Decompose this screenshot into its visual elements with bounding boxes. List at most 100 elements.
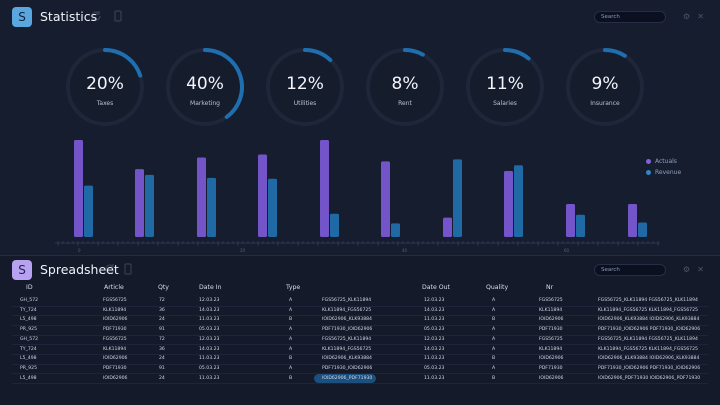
table-cell[interactable]: 05.03.23 [424, 327, 445, 333]
column-header-date-out[interactable]: Date Out [422, 284, 450, 291]
table-cell[interactable]: 11.03.23 [424, 375, 445, 381]
table-cell[interactable]: 11.03.23 [199, 375, 220, 381]
table-cell[interactable]: IOID62906_PDF71930 [322, 375, 373, 381]
column-header-id[interactable]: ID [26, 284, 33, 291]
table-cell[interactable]: IOID62906 [103, 356, 128, 362]
table-cell[interactable]: A [289, 327, 293, 333]
table-cell[interactable]: PDF71930 [539, 327, 563, 333]
table-cell[interactable]: FGS56725 [539, 298, 563, 303]
table-cell[interactable]: 14.03.23 [424, 307, 445, 313]
table-cell[interactable]: A [492, 365, 496, 371]
table-cell[interactable]: 24 [159, 317, 165, 323]
document-icon[interactable] [122, 263, 134, 275]
column-header-date-in[interactable]: Date In [199, 284, 222, 291]
table-cell[interactable]: A [289, 346, 293, 352]
table-cell[interactable]: 11.03.23 [424, 317, 445, 323]
table-cell[interactable]: B [492, 317, 496, 323]
table-cell[interactable]: 72 [159, 298, 165, 303]
table-cell[interactable]: KLK11894 [103, 307, 127, 313]
table-cell[interactable]: PDF71930 [103, 365, 127, 371]
table-cell[interactable]: FGS56725 [539, 336, 563, 342]
table-cell[interactable]: GH_572 [20, 298, 39, 303]
table-cell[interactable]: PDF71930 [103, 327, 127, 333]
table-cell[interactable]: B [289, 375, 293, 381]
table-cell[interactable]: 36 [159, 307, 165, 313]
settings-icon[interactable]: ⚙ [682, 265, 690, 274]
table-cell[interactable]: GH_572 [20, 336, 39, 342]
column-header-article[interactable]: Article [104, 284, 124, 291]
table-cell[interactable]: IOID62906_KLK93884 [322, 317, 372, 323]
table-cell[interactable]: B [289, 356, 293, 362]
table-cell[interactable]: A [289, 365, 293, 371]
table-cell[interactable]: KLK11894 [539, 307, 563, 313]
table-cell[interactable]: 12.03.23 [424, 298, 445, 303]
table-cell[interactable]: PR_925 [20, 365, 38, 371]
column-header-type[interactable]: Type [286, 284, 301, 291]
table-cell[interactable]: 11.03.23 [199, 317, 220, 323]
table-cell[interactable]: IOID62906 [103, 375, 128, 381]
table-cell[interactable]: 05.03.23 [199, 365, 220, 371]
table-cell[interactable]: KLK11894_FGS56725 [322, 307, 372, 313]
table-cell[interactable]: 05.03.23 [424, 365, 445, 371]
table-cell[interactable]: 11.03.23 [424, 356, 445, 362]
table-cell[interactable]: L5_498 [20, 375, 37, 381]
table-cell[interactable]: A [289, 307, 293, 313]
table-cell[interactable]: B [492, 375, 496, 381]
table-cell[interactable]: KLK11894_FGS56725 [322, 346, 372, 352]
table-cell[interactable]: 24 [159, 375, 165, 381]
table-cell[interactable]: TY_724 [20, 307, 37, 313]
table-cell[interactable]: FGS56725_KLK11894 [322, 298, 372, 303]
table-cell[interactable]: A [492, 336, 496, 342]
table-cell[interactable]: B [289, 317, 293, 323]
table-cell[interactable]: FGS56725 [103, 336, 127, 342]
table-cell[interactable]: IOID62906_KLK93884 IOID62906_KLK93884 [598, 317, 700, 323]
table-cell[interactable]: PDF71930_IOID62906 [322, 365, 373, 371]
table-cell[interactable]: FGS56725 [103, 298, 127, 303]
document-icon[interactable] [112, 10, 124, 22]
table-cell[interactable]: PDF71930_IOID62906 PDF71930_IOID62906 [598, 365, 701, 371]
table-cell[interactable]: A [492, 346, 496, 352]
table-cell[interactable]: PDF71930 [539, 365, 563, 371]
table-cell[interactable]: IOID62906 [539, 375, 564, 381]
table-cell[interactable]: 91 [159, 327, 165, 333]
table-cell[interactable]: IOID62906 [103, 317, 128, 323]
table-cell[interactable]: 24 [159, 356, 165, 362]
table-cell[interactable]: IOID62906_KLK93884 IOID62906_KLK93884 [598, 356, 700, 362]
table-cell[interactable]: A [289, 298, 293, 303]
table-cell[interactable]: PR_925 [20, 327, 38, 333]
table-cell[interactable]: KLK11894 [539, 346, 563, 352]
close-icon[interactable]: ✕ [697, 12, 704, 21]
table-cell[interactable]: 12.03.23 [199, 336, 220, 342]
table-cell[interactable]: KLK11894_FGS56725 KLK11894_FGS56725 [598, 307, 698, 313]
table-cell[interactable]: A [289, 336, 293, 342]
table-cell[interactable]: 12.03.23 [199, 298, 220, 303]
column-header-nr[interactable]: Nr [546, 284, 554, 291]
table-cell[interactable]: 11.03.23 [199, 356, 220, 362]
table-cell[interactable]: A [492, 307, 496, 313]
table-cell[interactable]: 36 [159, 346, 165, 352]
table-cell[interactable]: B [492, 356, 496, 362]
table-cell[interactable]: IOID62906_KLK93884 [322, 356, 372, 362]
column-header-qty[interactable]: Qty [158, 284, 169, 291]
column-header-quality[interactable]: Quality [486, 284, 509, 291]
table-cell[interactable]: L5_498 [20, 356, 37, 362]
refresh-icon[interactable] [90, 10, 102, 22]
table-cell[interactable]: 14.03.23 [199, 307, 220, 313]
table-cell[interactable]: IOID62906_PDF71930 IOID62906_PDF71930 [598, 375, 701, 381]
settings-icon[interactable]: ⚙ [682, 12, 690, 21]
table-cell[interactable]: KLK11894 [103, 346, 127, 352]
table-cell[interactable]: PDF71930_IOID62906 [322, 327, 373, 333]
table-cell[interactable]: L5_498 [20, 317, 37, 323]
table-cell[interactable]: 05.03.23 [199, 327, 220, 333]
table-cell[interactable]: 91 [159, 365, 165, 371]
table-cell[interactable]: 14.03.23 [199, 346, 220, 352]
table-cell[interactable]: FGS56725_KLK11894 FGS56725_KLK11894 [598, 298, 698, 303]
table-cell[interactable]: 12.03.23 [424, 336, 445, 342]
close-icon[interactable]: ✕ [697, 265, 704, 274]
refresh-icon[interactable] [104, 263, 116, 275]
table-cell[interactable]: 14.03.23 [424, 346, 445, 352]
table-cell[interactable]: KLK11894_FGS56725 KLK11894_FGS56725 [598, 346, 698, 352]
table-cell[interactable]: 72 [159, 336, 165, 342]
table-cell[interactable]: A [492, 298, 496, 303]
table-cell[interactable]: FGS56725_KLK11894 [322, 336, 372, 342]
